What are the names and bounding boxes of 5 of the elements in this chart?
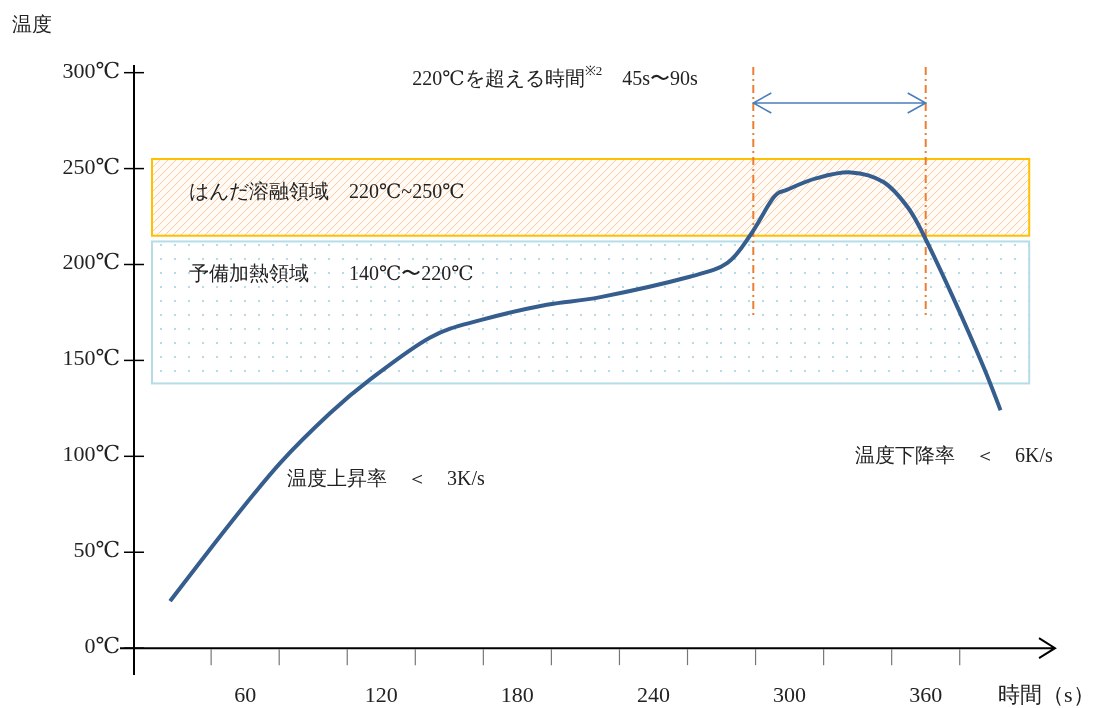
annotation: 温度上昇率 ＜ 3K/s xyxy=(287,466,485,489)
annotation: 温度下降率 ＜ 6K/s xyxy=(855,443,1053,466)
xlabel: 時間（s） xyxy=(998,682,1095,708)
ylabel: 温度 xyxy=(12,12,52,35)
annotation: 220℃を超える時間$^{※2}$ 45s〜90s xyxy=(412,63,698,89)
